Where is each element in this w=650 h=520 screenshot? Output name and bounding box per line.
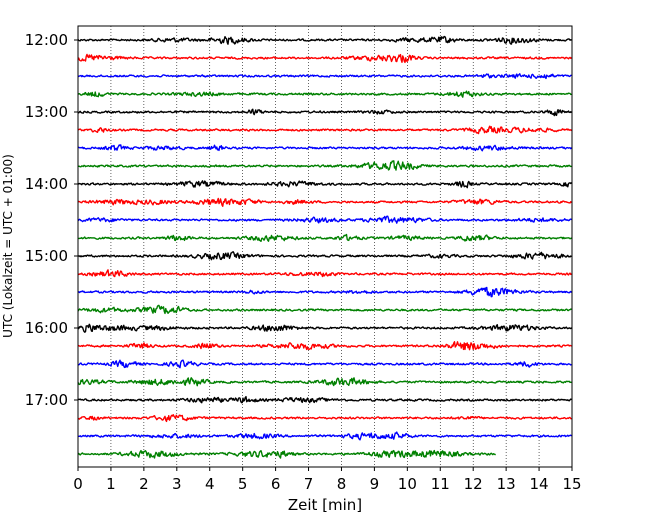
x-tick-label-0: 0	[73, 475, 83, 493]
plot-frame	[77, 25, 573, 468]
x-tick-label-7: 7	[304, 475, 314, 493]
trace-7	[77, 160, 572, 171]
x-tick-label-8: 8	[337, 475, 347, 493]
x-axis-label: Zeit [min]	[288, 496, 362, 514]
x-tick-label-13: 13	[497, 475, 516, 493]
trace-2	[77, 73, 572, 80]
x-tick-label-2: 2	[139, 475, 149, 493]
trace-18	[77, 359, 572, 369]
trace-11	[77, 233, 573, 242]
x-tick-label-5: 5	[238, 475, 248, 493]
y-tick-label-5: 17:00	[25, 391, 68, 409]
trace-6	[77, 144, 573, 152]
x-tick-label-1: 1	[106, 475, 116, 493]
x-tick-label-6: 6	[271, 475, 281, 493]
x-tick-label-10: 10	[398, 475, 417, 493]
trace-0	[77, 35, 572, 45]
trace-14	[77, 286, 573, 298]
x-tick-label-12: 12	[464, 475, 483, 493]
y-tick-label-4: 16:00	[25, 319, 68, 337]
trace-8	[77, 180, 573, 189]
trace-12	[77, 251, 572, 261]
x-tick-label-14: 14	[530, 475, 549, 493]
trace-20	[77, 395, 572, 404]
trace-3	[77, 90, 572, 98]
trace-4	[77, 108, 573, 117]
trace-9	[77, 197, 573, 207]
trace-21	[77, 414, 572, 423]
trace-16	[77, 323, 573, 333]
x-tick-label-4: 4	[205, 475, 215, 493]
trace-5	[77, 125, 573, 135]
y-tick-label-1: 13:00	[25, 103, 68, 121]
x-axis: 0 1 2 3 4 5 6 7 8 9 10 11 12 13 14 15	[73, 467, 582, 493]
traces	[77, 35, 573, 459]
trace-22	[77, 431, 573, 441]
y-axis-label: UTC (Lokalzeit = UTC + 01:00)	[1, 154, 15, 338]
y-tick-label-2: 14:00	[25, 175, 68, 193]
trace-17	[77, 341, 572, 351]
trace-1	[77, 53, 573, 64]
trace-23	[77, 449, 496, 459]
trace-19	[77, 377, 572, 387]
trace-13	[77, 269, 573, 278]
x-tick-label-9: 9	[370, 475, 380, 493]
y-tick-label-0: 12:00	[25, 31, 68, 49]
y-tick-label-3: 15:00	[25, 247, 68, 265]
trace-15	[77, 304, 572, 315]
x-tick-label-15: 15	[562, 475, 581, 493]
x-tick-label-3: 3	[172, 475, 182, 493]
x-tick-label-11: 11	[431, 475, 450, 493]
trace-10	[77, 215, 572, 224]
y-axis: 12:00 13:00 14:00 15:00 16:00 17:00	[25, 31, 78, 409]
